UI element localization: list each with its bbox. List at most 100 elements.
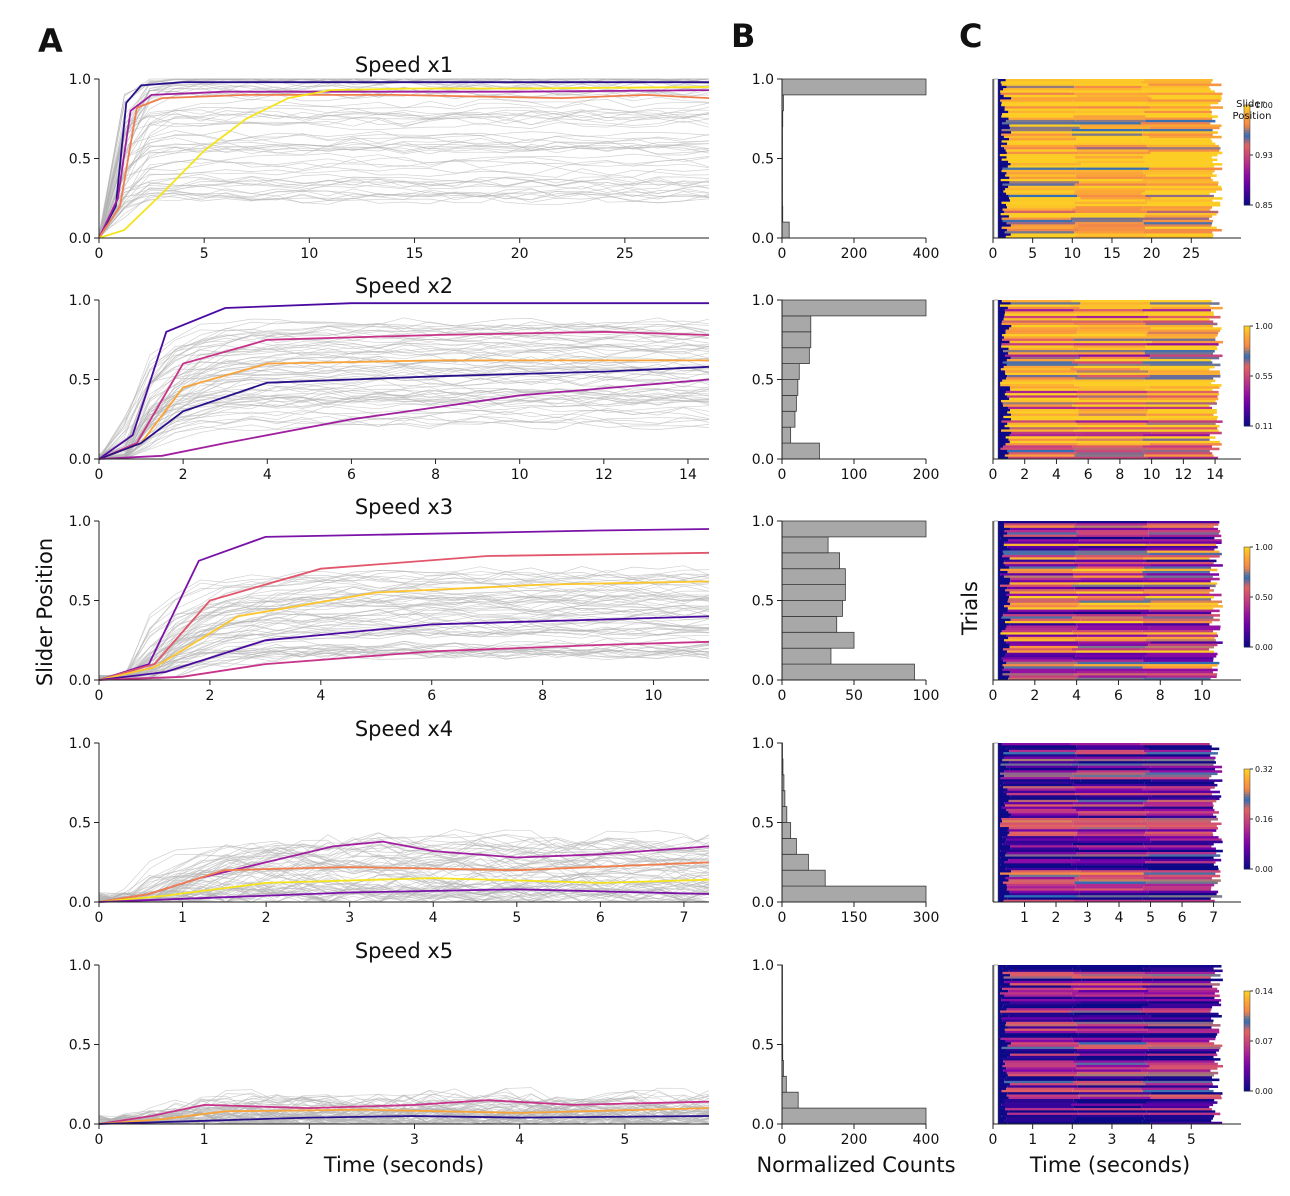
gray-trial-line xyxy=(98,78,710,235)
heatmap-cell xyxy=(1000,1010,1071,1013)
heatmap-cell xyxy=(1071,133,1143,137)
heatmap-cell xyxy=(1147,1067,1218,1070)
heatmap-cell xyxy=(1147,761,1216,764)
heatmap-cell xyxy=(1145,650,1215,654)
heatmap-cell xyxy=(1073,659,1144,663)
heatmap-cell xyxy=(998,781,1004,785)
heatmap-cell xyxy=(1074,85,1142,89)
heatmap-cell xyxy=(998,559,1005,563)
colorbar-step xyxy=(1244,814,1250,817)
heatmap-cell xyxy=(1149,609,1220,613)
heatmap-cell xyxy=(1007,586,1075,590)
colorbar-step xyxy=(1244,348,1250,352)
heatmap-cell xyxy=(998,165,1008,168)
heatmap-cell xyxy=(998,661,1007,665)
gray-trial-line xyxy=(99,834,710,903)
heatmap-cell xyxy=(1074,639,1146,642)
heatmap-cell xyxy=(1141,985,1213,989)
colorbar-step xyxy=(1244,1058,1250,1062)
x-tick-label: 1 xyxy=(1020,910,1029,926)
heatmap-cell xyxy=(1074,190,1146,193)
colorbar-step xyxy=(1244,774,1250,777)
heatmap-cell xyxy=(998,607,1008,610)
heatmap-cell xyxy=(1071,1035,1144,1038)
heatmap-cell xyxy=(1072,976,1142,979)
heatmap-cell xyxy=(1142,1103,1214,1107)
colorbar-step xyxy=(1244,1011,1250,1014)
x-tick-label: 300 xyxy=(913,910,940,926)
heatmap-cell xyxy=(1080,131,1149,134)
colorbar-step xyxy=(1244,160,1250,163)
gray-trial-line xyxy=(98,136,710,239)
heatmap-cell xyxy=(1144,824,1217,828)
heatmap-cell xyxy=(1143,842,1214,846)
gray-trial-line xyxy=(98,399,710,458)
colorbar-title-line: Position xyxy=(1233,111,1272,122)
heatmap-cell xyxy=(1074,899,1145,903)
heatmap-cell xyxy=(1145,813,1214,816)
heatmap-cell xyxy=(1142,1005,1213,1009)
heatmap-cell xyxy=(1000,872,1072,876)
heatmap-cell xyxy=(1075,420,1149,423)
heatmap-cell xyxy=(1078,363,1150,367)
heatmap-cell xyxy=(998,550,1003,554)
heatmap-cell xyxy=(998,999,1002,1002)
heatmap-cell xyxy=(1074,1008,1144,1011)
heatmap-cell xyxy=(998,895,1005,898)
heatmap-cell xyxy=(1075,550,1148,554)
colorbar-step xyxy=(1244,1038,1250,1042)
gray-trial-line xyxy=(98,321,710,459)
heatmap-cell xyxy=(1142,1080,1213,1084)
heatmap-cell xyxy=(1080,974,1151,977)
heatmap-cell xyxy=(1147,892,1217,896)
heatmap-cell xyxy=(1002,338,1074,342)
gray-trial-line xyxy=(99,852,710,903)
series-line xyxy=(98,551,710,681)
colorbar-step xyxy=(1244,416,1250,419)
heatmap-cell xyxy=(1080,124,1151,127)
colorbar-step xyxy=(1244,122,1250,126)
heatmap-cell xyxy=(1071,763,1143,767)
heatmap-cell xyxy=(1143,792,1212,796)
gray-trial-line xyxy=(98,586,710,678)
colorbar-step xyxy=(1244,130,1250,133)
x-tick-label: 200 xyxy=(841,246,868,262)
heatmap-cell xyxy=(1145,165,1215,168)
heatmap-cell xyxy=(1076,552,1150,556)
heatmap-cell xyxy=(1003,790,1076,794)
heatmap-cell xyxy=(1078,811,1149,814)
heatmap-cell xyxy=(1141,208,1211,212)
gray-trial-line xyxy=(98,78,710,234)
heatmap-cell xyxy=(998,388,1011,392)
colorbar-step xyxy=(1244,152,1250,156)
heatmap-cell xyxy=(1143,677,1211,681)
heatmap-cell xyxy=(998,573,1001,576)
heatmap-cell xyxy=(1009,397,1079,401)
heatmap-cell xyxy=(1003,190,1075,193)
heatmap-cell xyxy=(1143,872,1216,876)
heatmap-cell xyxy=(998,985,1001,989)
heatmap-cell xyxy=(998,632,1001,635)
heatmap-cell xyxy=(1145,1083,1213,1086)
heatmap-cell xyxy=(1006,1049,1078,1052)
x-tick-label: 2 xyxy=(205,688,214,704)
heatmap-cell xyxy=(1005,620,1075,624)
heatmap-cell xyxy=(1074,449,1143,453)
heatmap-cell xyxy=(1073,1119,1143,1123)
heatmap-cell xyxy=(998,372,1006,376)
histogram-bar xyxy=(781,221,790,239)
heatmap-cell xyxy=(1006,203,1078,207)
heatmap-cell xyxy=(1000,536,1072,540)
colorbar-step xyxy=(1244,562,1250,565)
heatmap-cell xyxy=(1150,879,1221,882)
colorbar-step xyxy=(1244,819,1250,822)
gray-trial-line xyxy=(98,120,710,238)
heatmap-cell xyxy=(1000,81,1071,84)
gray-trial-line xyxy=(98,420,710,460)
heatmap-cell xyxy=(1071,300,1142,303)
heatmap-cell xyxy=(1150,151,1223,155)
heatmap-cell xyxy=(998,677,1009,681)
heatmap-cell xyxy=(1142,623,1210,626)
heatmap-cell xyxy=(1142,438,1210,442)
heatmap-cell xyxy=(1146,422,1216,426)
